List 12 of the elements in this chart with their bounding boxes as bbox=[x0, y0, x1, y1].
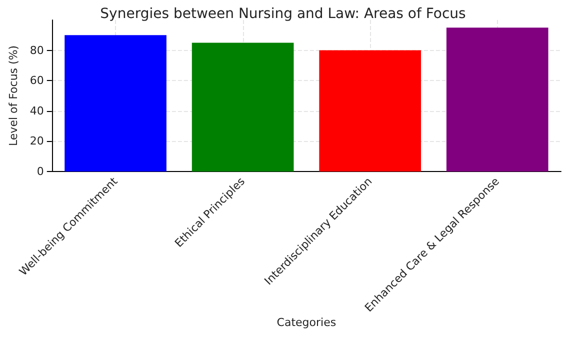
bar bbox=[192, 42, 294, 172]
y-tick-label: 60 bbox=[30, 74, 44, 88]
y-tick-label: 40 bbox=[30, 104, 44, 118]
y-tick-label: 80 bbox=[30, 44, 44, 57]
bar bbox=[319, 50, 421, 172]
bar bbox=[64, 35, 166, 172]
y-axis-title: Level of Focus (%) bbox=[7, 45, 20, 146]
x-axis-title: Categories bbox=[276, 316, 336, 329]
y-tick-label: 0 bbox=[36, 164, 44, 178]
bar bbox=[446, 28, 548, 172]
chart-title: Synergies between Nursing and Law: Areas of Focus bbox=[100, 6, 466, 22]
y-tick-label: 20 bbox=[30, 134, 44, 148]
